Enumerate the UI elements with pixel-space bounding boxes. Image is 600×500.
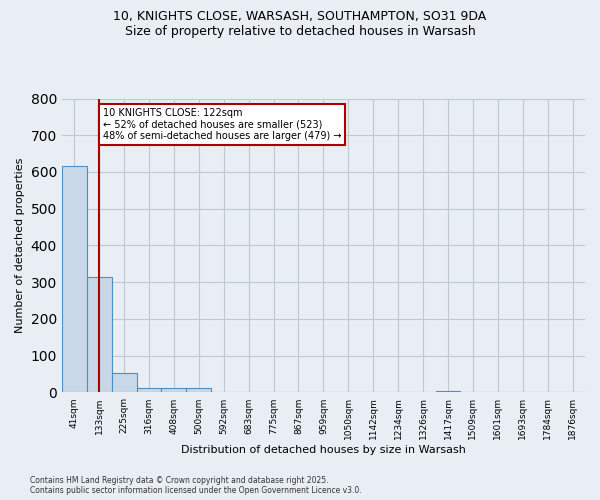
Text: Contains HM Land Registry data © Crown copyright and database right 2025.
Contai: Contains HM Land Registry data © Crown c… xyxy=(30,476,362,495)
Bar xyxy=(187,388,211,392)
Text: 10, KNIGHTS CLOSE, WARSASH, SOUTHAMPTON, SO31 9DA
Size of property relative to d: 10, KNIGHTS CLOSE, WARSASH, SOUTHAMPTON,… xyxy=(113,10,487,38)
Bar xyxy=(87,276,112,392)
Bar xyxy=(161,388,187,392)
Bar xyxy=(62,166,87,392)
X-axis label: Distribution of detached houses by size in Warsash: Distribution of detached houses by size … xyxy=(181,445,466,455)
Bar xyxy=(137,388,161,392)
Bar xyxy=(112,374,137,392)
Y-axis label: Number of detached properties: Number of detached properties xyxy=(15,158,25,333)
Text: 10 KNIGHTS CLOSE: 122sqm
← 52% of detached houses are smaller (523)
48% of semi-: 10 KNIGHTS CLOSE: 122sqm ← 52% of detach… xyxy=(103,108,341,141)
Bar xyxy=(436,390,460,392)
